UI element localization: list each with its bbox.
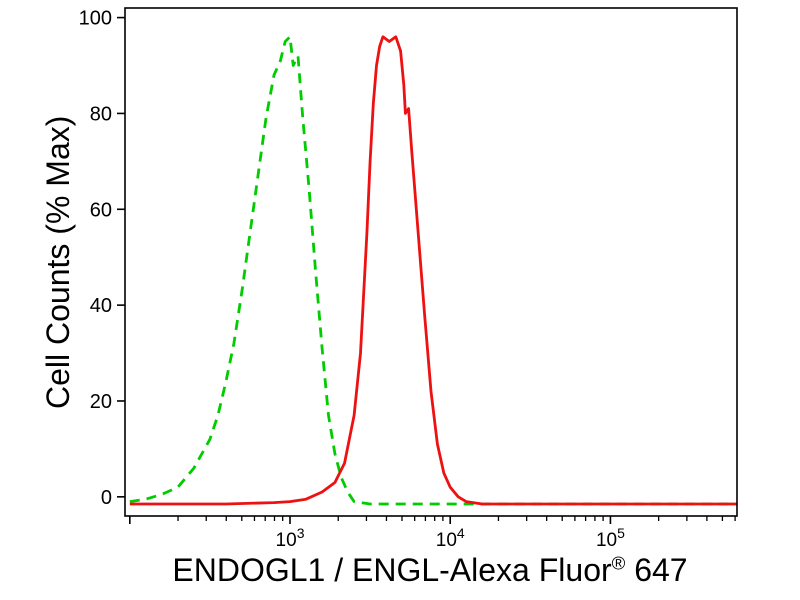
red-solid-stained-curve [129, 35, 737, 506]
x-tick-label: 103 [276, 525, 305, 551]
x-tick-label: 105 [596, 525, 625, 551]
x-axis-label-main: ENDOGL1 / ENGL-Alexa Fluor [172, 552, 612, 588]
y-tick-label: 40 [90, 295, 112, 317]
y-tick-label: 0 [101, 487, 112, 509]
curves-group [129, 35, 737, 506]
x-axis-label: ENDOGL1 / ENGL-Alexa Fluor® 647 [100, 551, 760, 589]
plot-frame [124, 7, 738, 517]
registered-trademark-symbol: ® [611, 552, 626, 574]
y-tick-label: 60 [90, 199, 112, 221]
y-tick-label: 80 [90, 103, 112, 125]
y-tick-label: 100 [79, 8, 112, 30]
y-tick-label: 20 [90, 391, 112, 413]
x-tick-label: 104 [436, 525, 465, 551]
y-axis-label: Cell Counts (% Max) [40, 115, 76, 409]
x-axis-label-suffix: 647 [625, 552, 688, 588]
green-dashed-control-curve [129, 35, 737, 506]
